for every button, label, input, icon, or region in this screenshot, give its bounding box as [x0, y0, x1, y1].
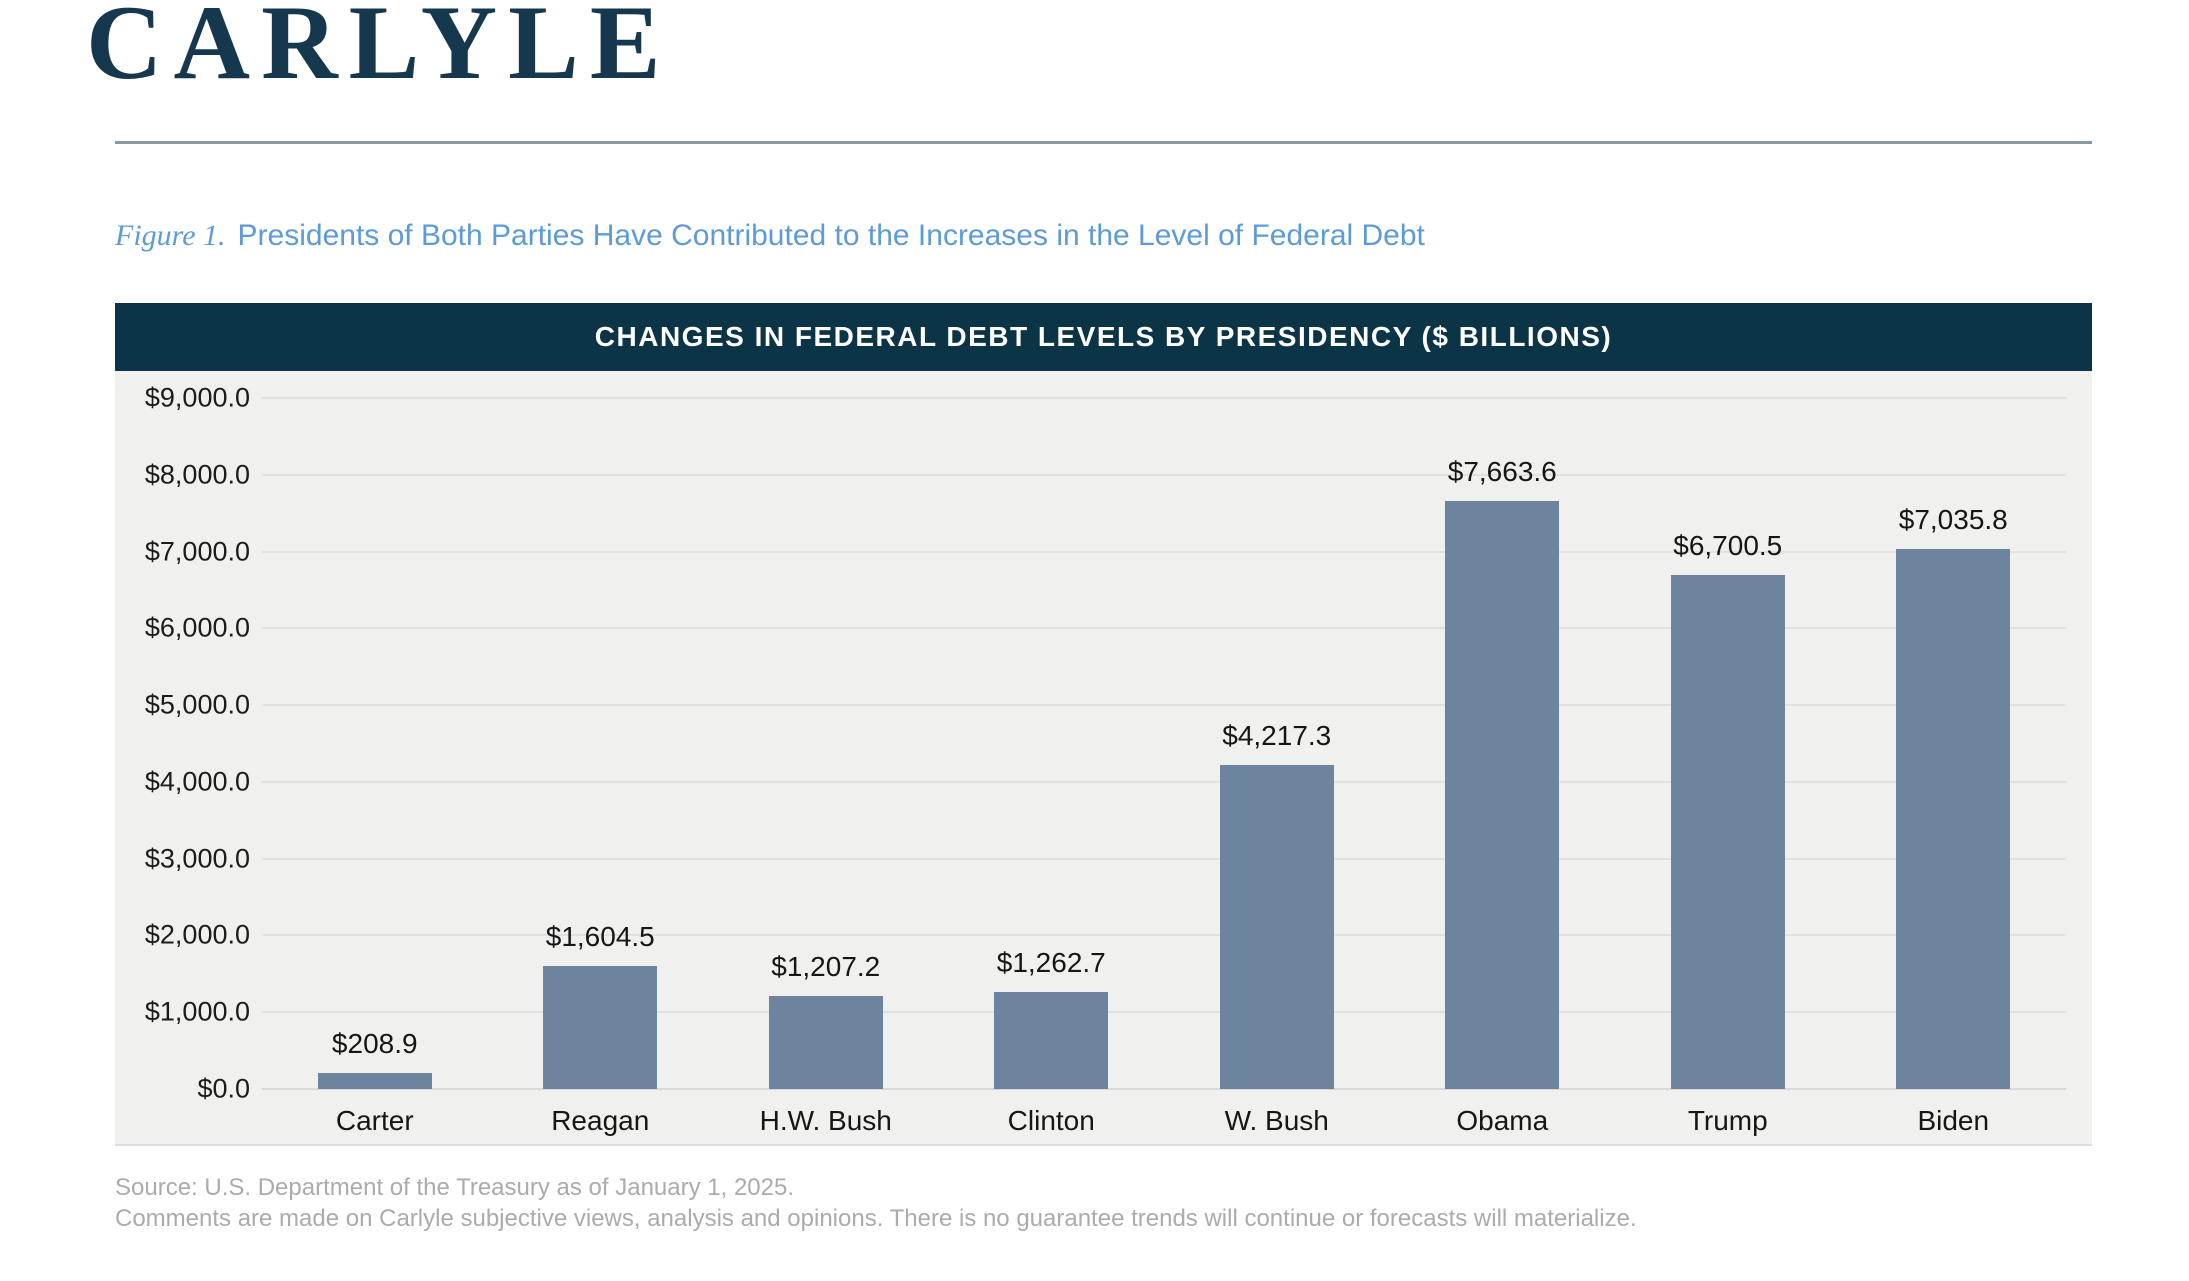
- x-axis-label: Obama: [1456, 1105, 1549, 1136]
- bar-value-label: $1,262.7: [996, 947, 1106, 979]
- x-axis-label: Biden: [1917, 1105, 1990, 1136]
- bar-value-label: $7,035.8: [1898, 503, 2008, 535]
- y-tick-label: $2,000.0: [144, 919, 250, 950]
- x-axis-label: W. Bush: [1224, 1105, 1329, 1136]
- bar-reagan: [543, 965, 658, 1089]
- x-axis-label: Carter: [335, 1105, 414, 1136]
- disclaimer-line: Comments are made on Carlyle subjective …: [115, 1205, 1637, 1232]
- gridline-2000: [262, 934, 2066, 937]
- x-axis-label: H.W. Bush: [759, 1105, 892, 1136]
- chart-header: CHANGES IN FEDERAL DEBT LEVELS BY PRESID…: [115, 303, 2092, 371]
- bar-chart: CHANGES IN FEDERAL DEBT LEVELS BY PRESID…: [115, 303, 2092, 1146]
- gridline-7000: [262, 550, 2066, 553]
- chart-title: CHANGES IN FEDERAL DEBT LEVELS BY PRESID…: [594, 321, 1613, 352]
- bar-value-label: $4,217.3: [1222, 720, 1332, 752]
- y-tick-label: $8,000.0: [144, 459, 250, 490]
- gridline-5000: [262, 704, 2066, 707]
- bar-obama: [1445, 500, 1560, 1089]
- y-tick-label: $0.0: [197, 1073, 250, 1104]
- y-tick-label: $1,000.0: [144, 996, 250, 1027]
- source-line: Source: U.S. Department of the Treasury …: [115, 1174, 795, 1201]
- x-axis-label: Reagan: [551, 1105, 650, 1136]
- gridline-8000: [262, 473, 2066, 476]
- gridline-1000: [262, 1011, 2066, 1014]
- x-axis-label: Trump: [1687, 1105, 1768, 1136]
- chart-footer: Source: U.S. Department of the Treasury …: [115, 1172, 1637, 1234]
- plot-area: $0.0 $1,000.0 $2,000.0 $3,000.0 $4,000.0 $5,0…: [115, 371, 2092, 1144]
- figure-caption: Figure 1. Presidents of Both Parties Have…: [115, 216, 1425, 256]
- bar-w-bush: [1219, 765, 1334, 1089]
- bar-value-label: $6,700.5: [1673, 529, 1783, 561]
- y-tick-label: $5,000.0: [144, 689, 250, 720]
- header-divider: [115, 141, 2092, 144]
- gridline-3000: [262, 857, 2066, 860]
- bar-biden: [1896, 548, 2011, 1089]
- gridline-4000: [262, 780, 2066, 783]
- bar-value-label: $7,663.6: [1447, 455, 1557, 487]
- gridline-6000: [262, 627, 2066, 630]
- bar-carter: [317, 1072, 432, 1089]
- x-axis-label: Clinton: [1007, 1105, 1095, 1136]
- carlyle-logo: CARLYLE: [86, 0, 672, 101]
- y-tick-label: $7,000.0: [144, 536, 250, 567]
- figure-caption-text: Presidents of Both Parties Have Contribu…: [237, 219, 1425, 252]
- y-tick-label: $3,000.0: [144, 843, 250, 874]
- y-tick-label: $9,000.0: [144, 382, 250, 413]
- y-tick-label: $6,000.0: [144, 612, 250, 643]
- gridline-0: [262, 1088, 2066, 1090]
- bar-trump: [1670, 574, 1785, 1089]
- bar-h-w-bush: [768, 996, 883, 1089]
- bar-value-label: $1,207.2: [771, 951, 881, 983]
- bar-value-label: $1,604.5: [545, 920, 655, 952]
- figure-number: Figure 1.: [115, 219, 226, 252]
- bar-value-label: $208.9: [331, 1027, 418, 1059]
- gridline-9000: [262, 397, 2066, 399]
- bar-clinton: [994, 992, 1109, 1089]
- y-tick-label: $4,000.0: [144, 766, 250, 797]
